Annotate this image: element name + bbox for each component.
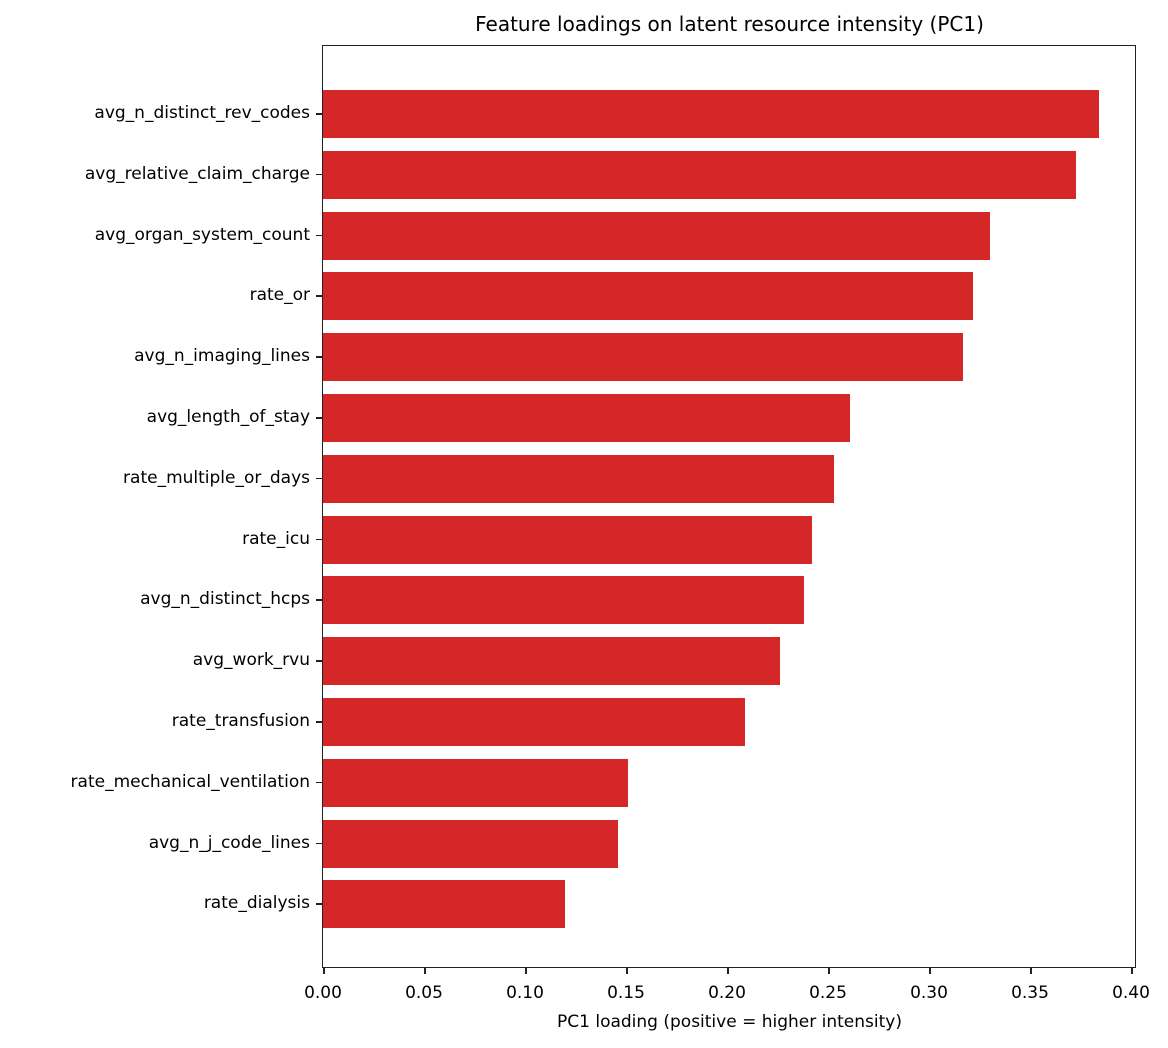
bar	[323, 637, 780, 686]
bar	[323, 211, 990, 260]
chart-title: Feature loadings on latent resource inte…	[475, 12, 984, 36]
y-tick-label: avg_n_imaging_lines	[134, 346, 310, 367]
x-tick-label: 0.40	[1112, 983, 1150, 1003]
y-tick	[316, 356, 322, 358]
x-tick	[929, 968, 931, 974]
bar	[323, 272, 974, 321]
x-tick-label: 0.25	[809, 983, 847, 1003]
x-tick-label: 0.10	[506, 983, 544, 1003]
x-tick	[323, 968, 325, 974]
y-tick	[316, 660, 322, 662]
x-tick-label: 0.30	[910, 983, 948, 1003]
y-tick	[316, 903, 322, 905]
y-tick	[316, 295, 322, 297]
y-tick	[316, 234, 322, 237]
x-tick	[525, 968, 527, 974]
y-tick-label: rate_icu	[242, 528, 310, 549]
y-tick-label: avg_n_distinct_hcps	[140, 589, 310, 610]
bar	[323, 90, 1099, 138]
x-tick-label: 0.35	[1011, 983, 1049, 1003]
y-tick-label: avg_organ_system_count	[94, 224, 310, 245]
y-tick	[316, 477, 322, 480]
x-tick	[424, 968, 426, 974]
y-tick	[316, 781, 322, 784]
bar	[323, 819, 618, 868]
y-tick-label: avg_relative_claim_charge	[84, 163, 310, 184]
x-tick	[828, 968, 830, 974]
y-tick-label: avg_length_of_stay	[146, 407, 310, 427]
y-tick	[316, 842, 322, 845]
bar	[323, 454, 835, 503]
y-tick	[316, 113, 322, 115]
y-tick-label: avg_n_j_code_lines	[148, 832, 310, 853]
y-tick	[316, 173, 322, 176]
y-tick-label: avg_work_rvu	[192, 650, 310, 671]
bar	[323, 333, 964, 382]
x-tick-label: 0.05	[405, 983, 443, 1003]
y-tick-label: rate_dialysis	[203, 893, 310, 914]
bar	[323, 150, 1077, 199]
y-tick-label: rate_or	[249, 285, 310, 306]
y-tick	[316, 721, 322, 723]
y-tick	[316, 538, 322, 541]
x-tick	[727, 968, 729, 974]
plot-area	[322, 45, 1136, 968]
x-tick	[1030, 968, 1032, 974]
x-axis-label: PC1 loading (positive = higher intensity…	[557, 1012, 902, 1032]
y-tick-label: rate_multiple_or_days	[123, 467, 310, 488]
x-tick-label: 0.15	[607, 983, 645, 1003]
bar	[323, 515, 812, 564]
bar	[323, 576, 804, 625]
x-tick	[1131, 968, 1133, 974]
bar	[323, 880, 566, 929]
y-tick	[316, 599, 322, 601]
y-tick-label: rate_transfusion	[171, 711, 310, 731]
y-tick-label: avg_n_distinct_rev_codes	[94, 103, 310, 123]
bar	[323, 698, 746, 746]
bar	[323, 758, 629, 807]
bar	[323, 394, 851, 442]
y-tick	[316, 417, 322, 419]
x-tick	[626, 968, 628, 974]
x-tick-label: 0.20	[708, 983, 746, 1003]
x-tick-label: 0.00	[304, 983, 342, 1003]
y-tick-label: rate_mechanical_ventilation	[70, 771, 310, 792]
